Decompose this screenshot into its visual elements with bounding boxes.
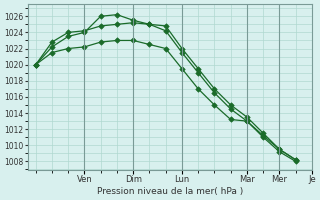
X-axis label: Pression niveau de la mer( hPa ): Pression niveau de la mer( hPa ) [97,187,243,196]
